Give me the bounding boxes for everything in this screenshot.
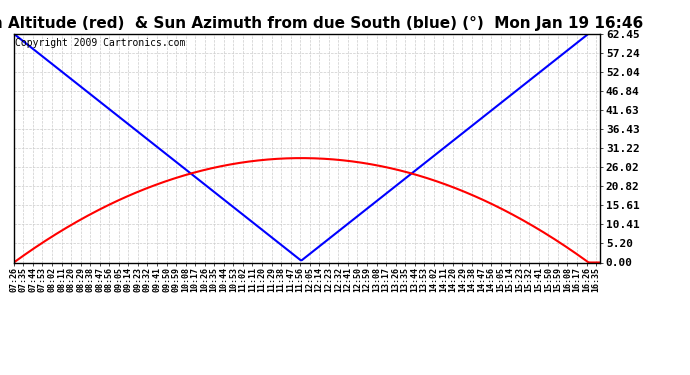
Text: Copyright 2009 Cartronics.com: Copyright 2009 Cartronics.com (15, 38, 186, 48)
Title: Sun Altitude (red)  & Sun Azimuth from due South (blue) (°)  Mon Jan 19 16:46: Sun Altitude (red) & Sun Azimuth from du… (0, 16, 644, 31)
